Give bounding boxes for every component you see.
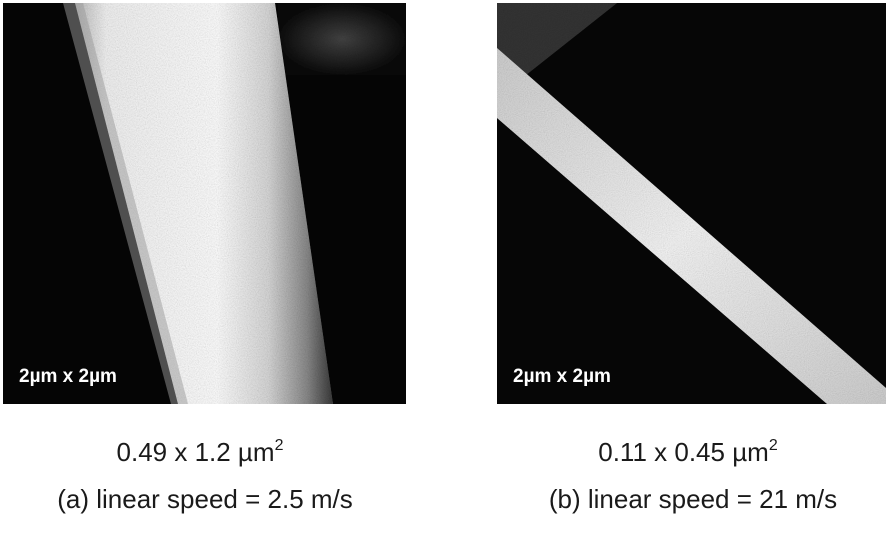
- image-b-frame: 2µm x 2µm: [497, 3, 886, 404]
- microscopy-image-a: 2µm x 2µm: [3, 3, 406, 404]
- area-exponent-b: 2: [768, 437, 778, 454]
- image-b-graphic: [497, 3, 886, 404]
- image-a-graphic: [3, 3, 406, 404]
- area-exponent-a: 2: [274, 437, 284, 454]
- area-caption-b: 0.11 x 0.45 µm2: [528, 437, 848, 468]
- area-caption-a: 0.49 x 1.2 µm2: [40, 437, 360, 468]
- scale-label-a: 2µm x 2µm: [19, 366, 117, 387]
- area-value-b: 0.11 x 0.45 µm: [598, 437, 769, 467]
- speed-caption-a: (a) linear speed = 2.5 m/s: [57, 484, 353, 514]
- image-a-frame: 2µm x 2µm: [3, 3, 406, 404]
- microscopy-image-b: 2µm x 2µm: [497, 3, 886, 404]
- scale-label-b: 2µm x 2µm: [513, 366, 611, 387]
- speed-caption-b: (b) linear speed = 21 m/s: [548, 484, 838, 514]
- area-value-a: 0.49 x 1.2 µm: [116, 437, 275, 467]
